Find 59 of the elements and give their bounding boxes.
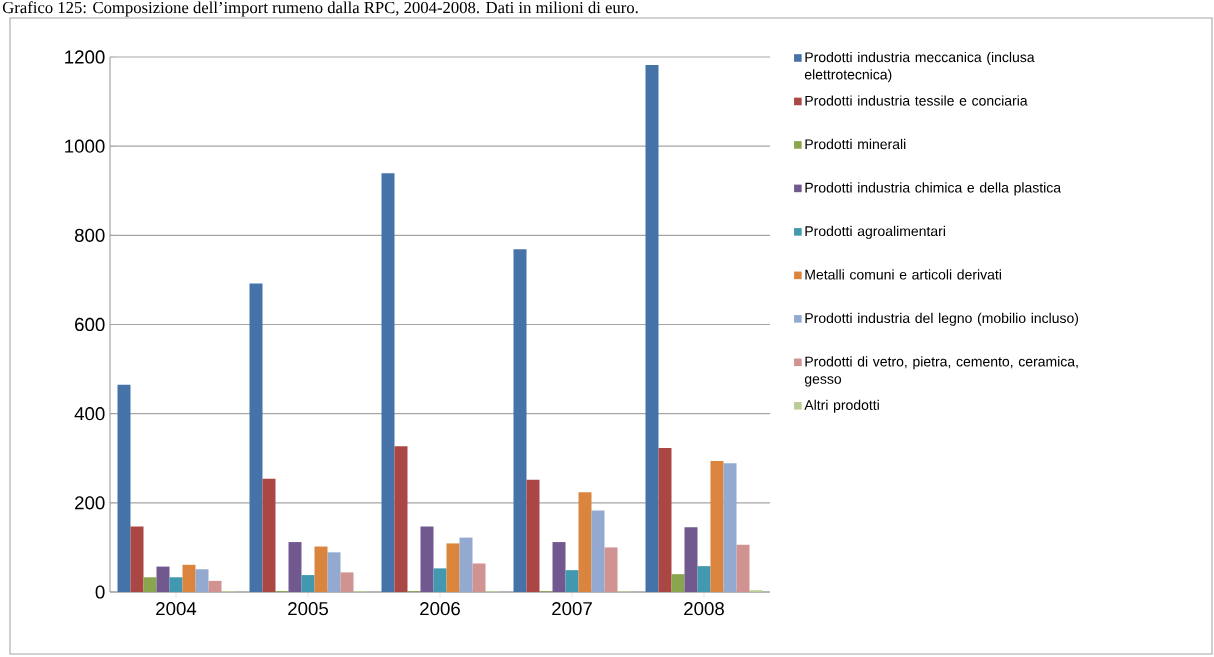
legend-label: Prodotti agroalimentari [805, 225, 945, 239]
bar [526, 479, 540, 592]
bar [513, 249, 527, 592]
legend-label: Prodotti industria meccanica (inclusa elettrotecnica) [804, 51, 1035, 83]
bar [130, 526, 144, 592]
bar [723, 463, 737, 592]
chart-title: Grafico 125: Composizione dell’import rumeno dalla RPC, 2004-2008. Dati in milioni di euro. [2, 1, 638, 17]
bar [117, 384, 131, 592]
y-tick-label: 600 [75, 317, 105, 332]
bar [169, 577, 183, 592]
bar [327, 552, 341, 592]
bar [578, 492, 592, 592]
y-tick-label: 400 [74, 407, 105, 421]
legend-label: Prodotti industria del legno (mobilio incluso) [805, 312, 1079, 326]
bar [433, 568, 447, 592]
y-tick-label: 1200 [65, 50, 105, 64]
bar [143, 577, 157, 592]
legend-label: Prodotti industria tessile e conciaria [805, 95, 1028, 106]
bar [446, 543, 460, 592]
x-tick-label: 2006 [420, 602, 460, 616]
bar [381, 173, 395, 592]
bar [645, 65, 659, 592]
bar [697, 566, 711, 592]
bar [459, 537, 473, 592]
bar [394, 446, 408, 592]
bar [604, 547, 618, 592]
y-tick-label: 800 [74, 228, 105, 242]
legend-label: Altri prodotti [804, 399, 879, 413]
bar [208, 580, 222, 592]
legend-label: Metalli comuni e articoli derivati [805, 269, 1001, 280]
bar [684, 527, 698, 592]
bar [314, 546, 328, 592]
y-tick-label: 200 [75, 496, 105, 510]
x-tick-label: 2005 [288, 602, 328, 616]
legend-label: Prodotti minerali [805, 138, 906, 150]
bar [301, 575, 315, 592]
bar [156, 566, 170, 592]
bar [472, 563, 486, 592]
x-tick-label: 2007 [552, 602, 592, 616]
bar [288, 542, 302, 592]
bar [736, 544, 750, 592]
y-tick-label: 1000 [65, 139, 105, 153]
bar [340, 572, 354, 592]
bar [710, 460, 724, 592]
bar [182, 564, 196, 592]
bar [565, 570, 579, 592]
x-tick-label: 2008 [684, 602, 724, 616]
bar [195, 569, 209, 592]
bar [262, 478, 276, 592]
bar [552, 542, 566, 592]
bar [671, 574, 685, 592]
bar [591, 510, 605, 592]
legend-label: Prodotti di vetro, pietra, cemento, ceramica, gesso [804, 356, 1078, 387]
x-tick-label: 2004 [156, 602, 197, 616]
legend-label: Prodotti industria chimica e della plastica [805, 182, 1062, 196]
bar [249, 283, 263, 592]
y-tick-label: 0 [95, 585, 105, 599]
bar [658, 448, 672, 592]
bar [420, 526, 434, 592]
